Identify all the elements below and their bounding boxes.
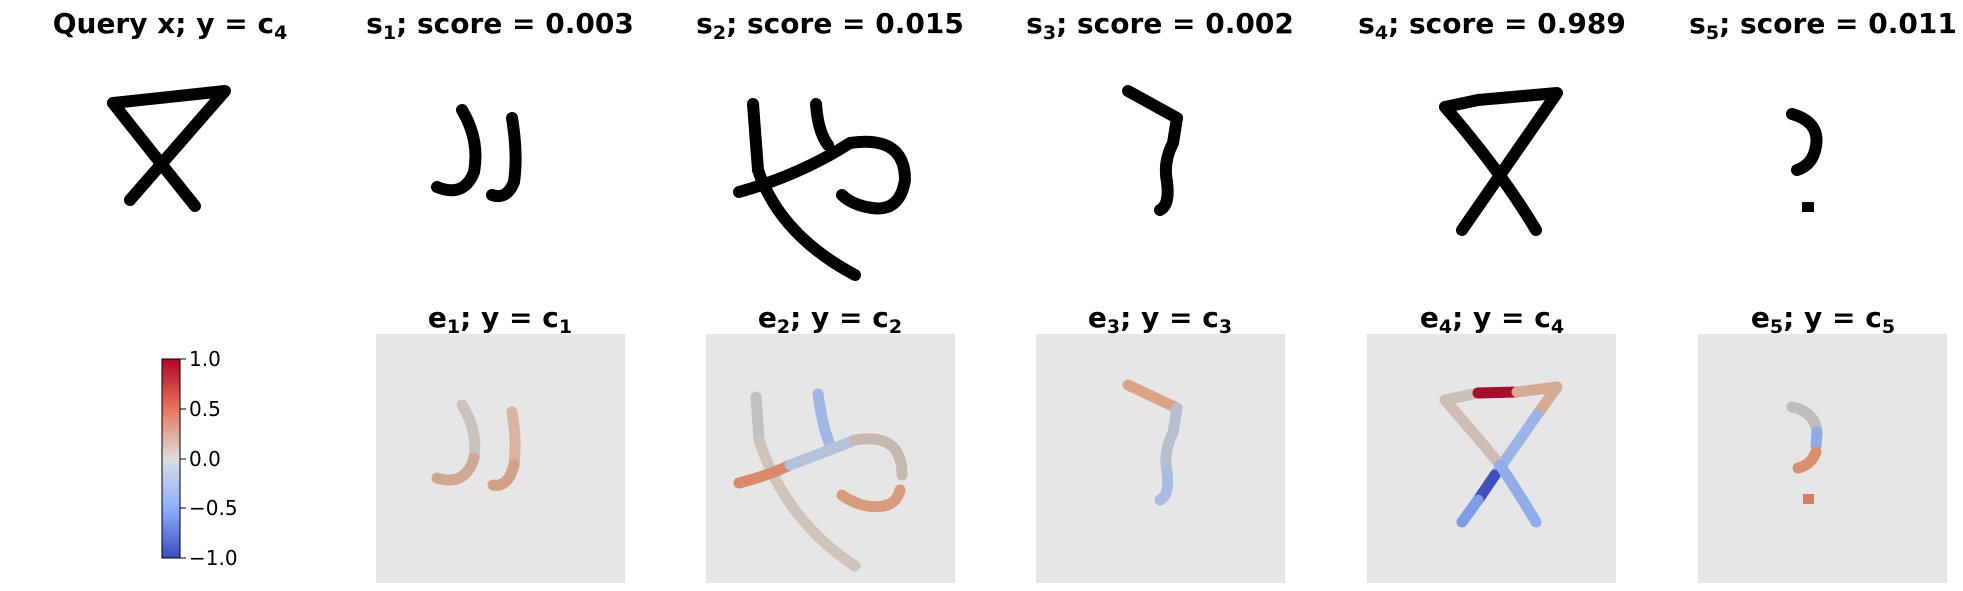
support-glyph-2: [733, 98, 911, 281]
support-title-2: s2; score = 0.015: [696, 7, 964, 44]
explanation-title-2: e2; y = c2: [758, 301, 902, 338]
support-title-3: s3; score = 0.002: [1026, 7, 1294, 44]
support-title-4: s4; score = 0.989: [1358, 7, 1626, 44]
explanation-title-4: e4; y = c4: [1420, 301, 1564, 338]
colorbar-tick-label: −0.5: [189, 496, 238, 520]
explanation-panel-4: [1367, 334, 1616, 583]
explanation-panel-2: [706, 334, 955, 583]
explanation-title-3: e3; y = c3: [1088, 301, 1232, 338]
explanation-panel-3: [1036, 334, 1285, 583]
explanation-panel-1: [376, 334, 625, 583]
support-glyph-4: [1439, 87, 1563, 236]
colorbar-ticks: [180, 358, 186, 559]
support-title-1: s1; score = 0.003: [366, 7, 634, 44]
colorbar-tick-label: 1.0: [189, 347, 221, 371]
support-title-5: s5; score = 0.011: [1689, 7, 1957, 44]
explanation-panel-5: [1698, 334, 1947, 583]
colorbar-tick-label: 0.5: [189, 397, 221, 421]
colorbar-tick-label: 0.0: [189, 447, 221, 471]
colorbar-tick-label: −1.0: [189, 546, 238, 570]
query-title: Query x; y = c4: [53, 7, 288, 44]
explanation-title-1: e1; y = c1: [428, 301, 572, 338]
colorbar: 1.0 0.5 0.0 −0.5 −1.0: [161, 347, 238, 570]
support-glyph-5: [1786, 108, 1823, 212]
support-glyph-3: [1122, 85, 1183, 216]
query-glyph: [107, 85, 231, 212]
support-glyph-1: [431, 104, 522, 203]
explanation-title-5: e5; y = c5: [1751, 301, 1895, 338]
